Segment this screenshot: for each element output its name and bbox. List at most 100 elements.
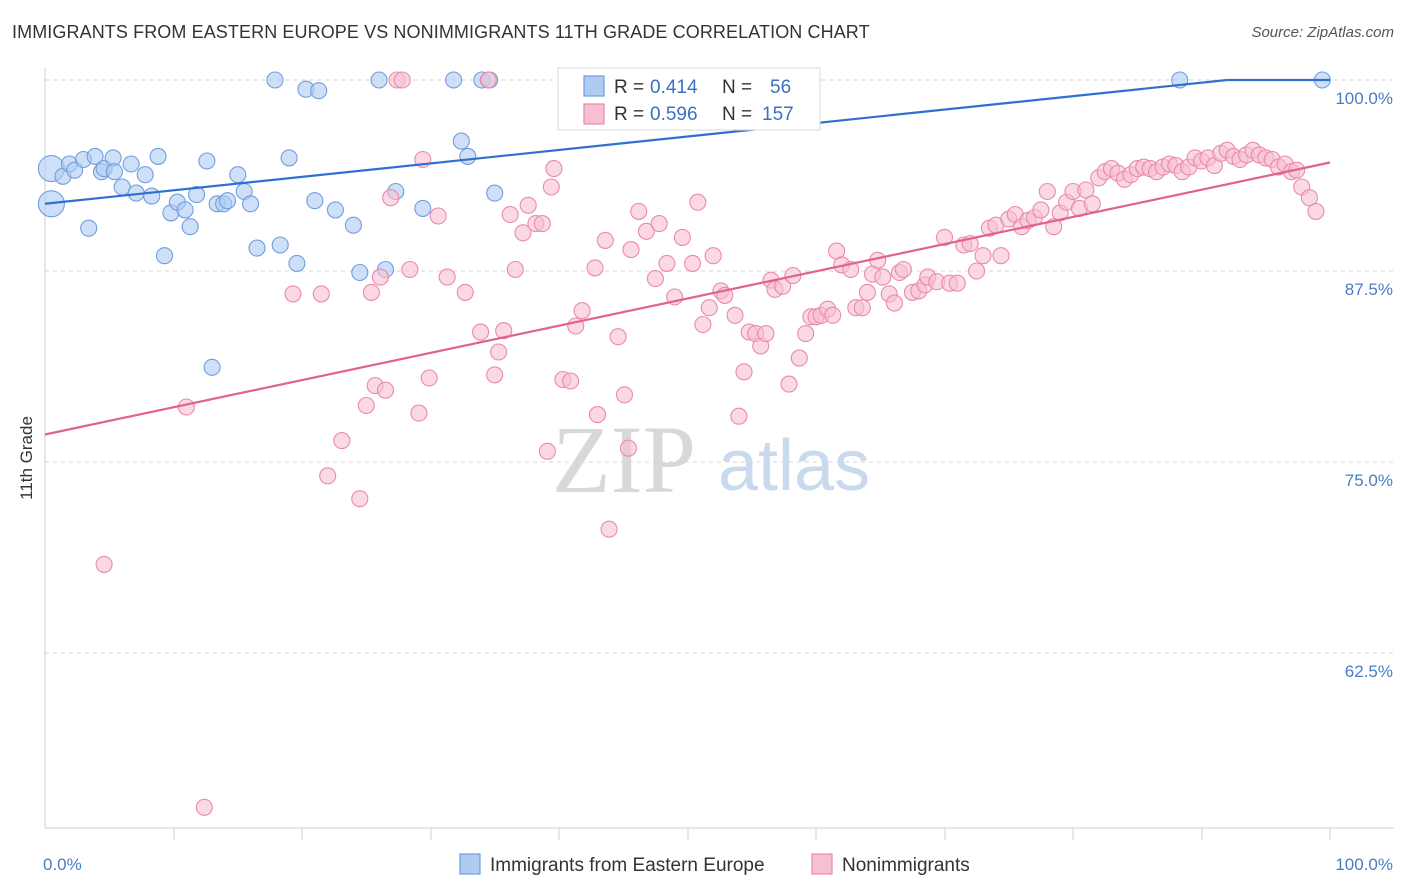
nonimmigrants-point-49: [630, 202, 648, 220]
nonimmigrants-point-1: [177, 398, 195, 416]
immigrants-trend-line: [44, 78, 1228, 205]
nonimmigrants-point-31: [519, 196, 537, 214]
trend-lines: [44, 78, 1331, 436]
immigrants-point-36: [288, 254, 306, 272]
nonimmigrants-point-0: [95, 555, 113, 573]
nonimmigrants-point-87: [858, 283, 876, 301]
nonimmigrants-point-43: [596, 231, 614, 249]
source-credit: Source: ZipAtlas.com: [1251, 24, 1394, 41]
nonimmigrants-point-123: [1083, 195, 1101, 213]
immigrants-point-16: [143, 187, 161, 205]
nonimmigrants-point-106: [974, 247, 992, 265]
nonimmigrants-point-56: [684, 254, 702, 272]
nonimmigrants-point-38: [562, 372, 580, 390]
immigrants-point-40: [326, 201, 344, 219]
nonimmigrants-point-47: [619, 439, 637, 457]
watermark-atlas: atlas: [718, 426, 870, 506]
immigrants-point-18: [155, 247, 174, 265]
nonimmigrants-point-44: [600, 520, 618, 538]
tick-labels: 62.5% 75.0% 87.5% 100.0% 0.0% 100.0%: [43, 89, 1393, 874]
nonimmigrants-point-34: [538, 442, 556, 460]
immigrants-point-29: [229, 166, 247, 184]
nonimmigrants-point-50: [637, 222, 655, 240]
immigrants-point-46: [414, 199, 432, 217]
immigrants-point-23: [188, 186, 206, 204]
nonimmigrants-point-26: [490, 343, 508, 361]
immigrants-point-13: [122, 155, 140, 173]
legend-n-label-1: N =: [722, 77, 752, 98]
immigrants-point-52: [486, 184, 504, 202]
x-tick-label-1: 100.0%: [1335, 855, 1393, 874]
nonimmigrants-point-13: [382, 189, 400, 207]
immigrants-point-48: [452, 132, 470, 150]
nonimmigrants-point-51: [646, 270, 664, 288]
y-tick-label-2: 87.5%: [1345, 280, 1393, 299]
nonimmigrants-point-116: [1038, 182, 1056, 201]
y-tick-label-1: 75.0%: [1345, 471, 1393, 490]
nonimmigrants-point-11: [371, 268, 389, 286]
nonimmigrants-point-2: [195, 798, 213, 816]
nonimmigrants-point-73: [780, 375, 798, 393]
legend-n-label-2: N =: [722, 104, 752, 125]
series-legend-swatch-blue: [459, 853, 481, 875]
nonimmigrants-point-65: [735, 363, 753, 381]
immigrants-point-25: [203, 358, 221, 376]
nonimmigrants-point-20: [429, 207, 447, 225]
series-legend-swatch-pink: [811, 853, 833, 875]
nonimmigrants-point-4: [312, 285, 330, 303]
nonimmigrants-point-17: [410, 404, 428, 422]
nonimmigrants-point-35: [542, 178, 560, 196]
nonimmigrants-point-28: [501, 205, 519, 224]
immigrants-point-42: [351, 263, 369, 282]
nonimmigrants-point-36: [545, 160, 563, 178]
nonimmigrants-point-92: [885, 294, 903, 312]
nonimmigrants-point-9: [362, 283, 380, 301]
y-axis-label: 11th Grade: [17, 416, 36, 500]
nonimmigrants-point-6: [333, 432, 351, 450]
nonimmigrants-point-19: [420, 369, 438, 387]
nonimmigrants-point-94: [894, 260, 912, 279]
nonimmigrants-point-52: [650, 215, 668, 233]
nonimmigrants-point-27: [495, 322, 513, 340]
immigrants-point-31: [242, 195, 260, 213]
nonimmigrants-point-59: [700, 299, 718, 317]
immigrants-point-32: [248, 239, 266, 257]
nonimmigrants-point-55: [673, 228, 691, 246]
legend-r-label-2: R =: [614, 104, 644, 125]
nonimmigrants-point-57: [689, 193, 707, 211]
immigrants-point-47: [445, 71, 463, 89]
nonimmigrants-point-12: [376, 381, 395, 399]
nonimmigrants-point-109: [992, 247, 1010, 265]
nonimmigrants-point-22: [456, 283, 474, 301]
series-immigrants-points: [37, 71, 1331, 376]
immigrants-point-38: [306, 192, 324, 210]
immigrants-point-28: [218, 192, 237, 210]
legend-r-value-1: 0.414: [650, 77, 698, 98]
nonimmigrants-point-16: [401, 260, 419, 279]
immigrants-point-33: [266, 71, 284, 89]
legend-r-value-2: 0.596: [650, 104, 698, 125]
nonimmigrants-point-58: [694, 315, 712, 334]
nonimmigrants-point-21: [438, 268, 456, 286]
immigrants-point-43: [370, 71, 388, 89]
nonimmigrants-point-29: [506, 260, 524, 279]
immigrants-point-7: [86, 147, 104, 165]
nonimmigrants-point-157: [1300, 189, 1318, 207]
nonimmigrants-point-53: [658, 254, 676, 272]
nonimmigrants-point-25: [486, 366, 504, 384]
nonimmigrants-point-60: [704, 247, 722, 265]
immigrants-point-22: [181, 218, 199, 236]
legend-swatch-pink: [583, 103, 605, 125]
immigrants-point-24: [198, 152, 216, 170]
nonimmigrants-point-115: [1032, 201, 1050, 219]
nonimmigrants-point-45: [609, 328, 627, 346]
immigrants-point-6: [80, 219, 98, 237]
legend-swatch-blue: [583, 75, 605, 97]
nonimmigrants-point-15: [393, 71, 411, 89]
legend-r-label-1: R =: [614, 77, 644, 98]
nonimmigrants-point-33: [533, 215, 551, 233]
nonimmigrants-point-122: [1077, 181, 1095, 199]
nonimmigrants-point-5: [319, 467, 337, 485]
immigrants-point-41: [344, 216, 362, 234]
